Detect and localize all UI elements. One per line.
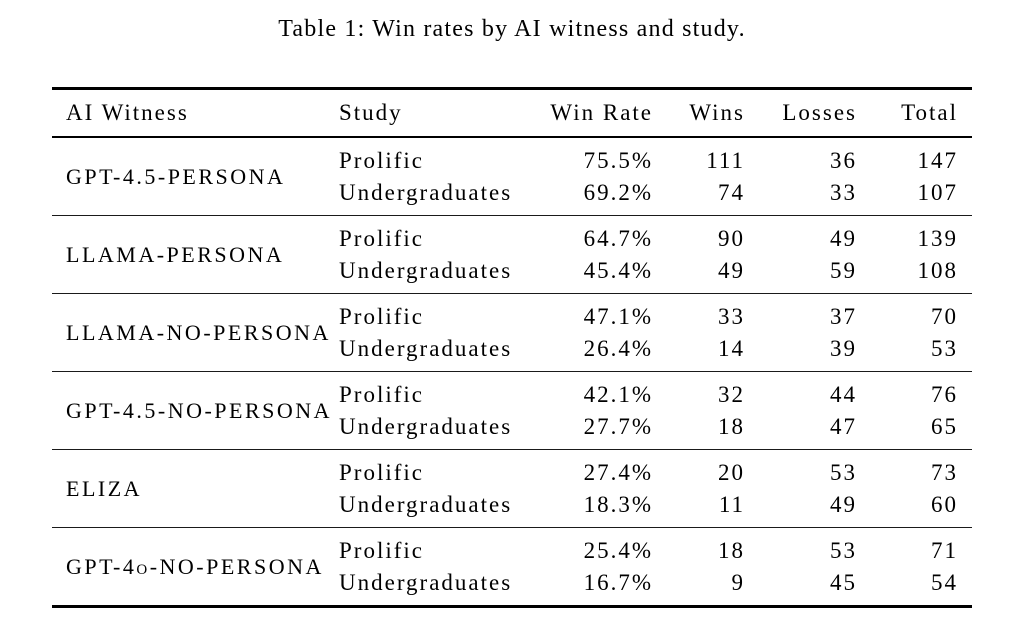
witness-name-cell: ELIZA [66,475,143,501]
losses-cell: 45 [830,569,857,595]
study-cell: Prolific [339,304,424,329]
win-rate-cell: 18.3% [583,491,653,517]
total-cell: 60 [931,491,958,517]
win-rate-cell: 45.4% [583,257,653,283]
study-cell: Undergraduates [339,179,513,205]
losses-cell: 53 [830,538,857,563]
table-caption: Table 1: Win rates by AI witness and stu… [278,16,746,42]
witness-group: LLAMA-NO-PERSONA Prolific 47.1% 33 37 70… [52,293,972,372]
study-cell: Prolific [339,460,424,485]
losses-cell: 39 [830,335,857,361]
table-row: GPT-4.5-NO-PERSONA Prolific 42.1% 32 44 … [52,372,972,423]
table-row: GPT-4.5-PERSONA Prolific 75.5% 111 36 14… [52,137,972,189]
wins-cell: 111 [706,148,745,173]
losses-cell: 36 [830,148,857,173]
study-cell: Prolific [339,382,424,407]
table-row: Undergraduates 26.4% 14 39 53 [52,333,972,372]
win-rate-cell: 27.7% [583,413,653,439]
losses-cell: 49 [830,491,857,517]
col-header-losses: Losses [782,100,857,125]
col-header-wins: Wins [689,100,745,125]
table-header: AI Witness Study Win Rate Wins Losses To… [52,89,972,137]
study-cell: Prolific [339,538,424,563]
wins-cell: 20 [718,460,745,485]
table-row: LLAMA-PERSONA Prolific 64.7% 90 49 139 [52,216,972,267]
win-rate-cell: 25.4% [583,538,653,563]
wins-cell: 18 [718,538,745,563]
wins-cell: 33 [718,304,745,329]
wins-cell: 11 [718,491,745,517]
wins-cell: 14 [718,335,745,361]
study-cell: Undergraduates [339,335,513,361]
total-cell: 73 [931,460,958,485]
table-row: GPT-4o-NO-PERSONA Prolific 25.4% 18 53 7… [52,528,972,579]
witness-group: GPT-4.5-PERSONA Prolific 75.5% 111 36 14… [52,137,972,216]
wins-cell: 9 [731,569,745,595]
col-header-study: Study [339,100,403,125]
win-rate-cell: 69.2% [583,179,653,205]
witness-name-cell: GPT-4o-NO-PERSONA [66,553,324,579]
losses-cell: 44 [830,382,857,407]
wins-cell: 90 [718,226,745,251]
total-cell: 147 [917,148,958,173]
win-rate-cell: 27.4% [583,460,653,485]
header-row: AI Witness Study Win Rate Wins Losses To… [52,89,972,137]
win-rate-cell: 42.1% [583,382,653,407]
table-row: Undergraduates 16.7% 9 45 54 [52,567,972,607]
total-cell: 108 [917,257,958,283]
total-cell: 76 [931,382,958,407]
win-rate-cell: 75.5% [583,148,653,173]
witness-name-cell: GPT-4.5-NO-PERSONA [66,397,333,423]
witness-group: LLAMA-PERSONA Prolific 64.7% 90 49 139 U… [52,215,972,294]
study-cell: Undergraduates [339,491,513,517]
table-row: ELIZA Prolific 27.4% 20 53 73 [52,450,972,501]
study-cell: Prolific [339,226,424,251]
win-rate-cell: 16.7% [583,569,653,595]
wins-cell: 18 [718,413,745,439]
study-cell: Undergraduates [339,413,513,439]
total-cell: 70 [931,304,958,329]
losses-cell: 53 [830,460,857,485]
wins-cell: 32 [718,382,745,407]
total-cell: 139 [917,226,958,251]
win-rate-cell: 47.1% [583,304,653,329]
losses-cell: 59 [830,257,857,283]
total-cell: 107 [917,179,958,205]
study-cell: Undergraduates [339,569,513,595]
study-cell: Undergraduates [339,257,513,283]
table-row: LLAMA-NO-PERSONA Prolific 47.1% 33 37 70 [52,294,972,345]
witness-name-cell: GPT-4.5-PERSONA [66,163,286,189]
witness-group: ELIZA Prolific 27.4% 20 53 73 Undergradu… [52,449,972,528]
total-cell: 53 [931,335,958,361]
losses-cell: 33 [830,179,857,205]
win-rate-cell: 26.4% [583,335,653,361]
win-rates-table: AI Witness Study Win Rate Wins Losses To… [52,87,972,608]
win-rate-cell: 64.7% [583,226,653,251]
witness-group: GPT-4o-NO-PERSONA Prolific 25.4% 18 53 7… [52,527,972,607]
wins-cell: 49 [718,257,745,283]
total-cell: 65 [931,413,958,439]
table-row: Undergraduates 45.4% 49 59 108 [52,255,972,294]
losses-cell: 47 [830,413,857,439]
table-row: Undergraduates 69.2% 74 33 107 [52,177,972,216]
wins-cell: 74 [718,179,745,205]
col-header-total: Total [901,100,958,125]
table-row: Undergraduates 27.7% 18 47 65 [52,411,972,450]
col-header-ai-witness: AI Witness [66,100,189,125]
witness-name-cell: LLAMA-PERSONA [66,241,285,267]
study-cell: Prolific [339,148,424,173]
total-cell: 71 [931,538,958,563]
table-row: Undergraduates 18.3% 11 49 60 [52,489,972,528]
witness-name-cell: LLAMA-NO-PERSONA [66,319,331,345]
total-cell: 54 [931,569,958,595]
col-header-win-rate: Win Rate [550,100,653,125]
losses-cell: 49 [830,226,857,251]
witness-group: GPT-4.5-NO-PERSONA Prolific 42.1% 32 44 … [52,371,972,450]
losses-cell: 37 [830,304,857,329]
